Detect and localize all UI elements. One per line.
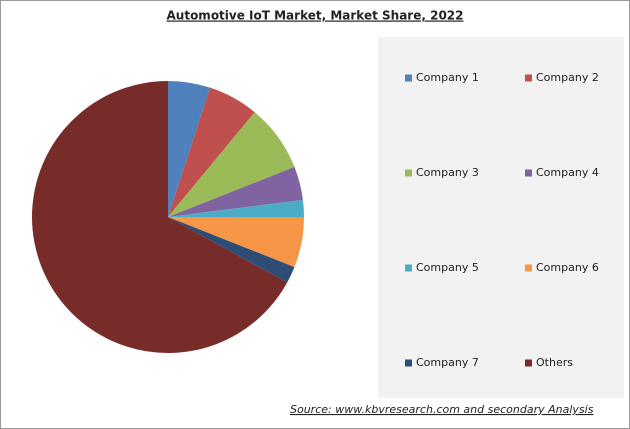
pie-slice bbox=[168, 166, 303, 217]
legend-swatch bbox=[525, 359, 532, 367]
legend-box bbox=[378, 37, 624, 398]
legend-swatch bbox=[405, 264, 412, 272]
legend-label: Company 6 bbox=[536, 261, 599, 274]
pie-slice bbox=[31, 81, 288, 354]
legend-label: Company 7 bbox=[416, 356, 479, 369]
legend-label: Company 4 bbox=[536, 166, 599, 179]
pie-slice bbox=[168, 217, 295, 283]
legend-label: Company 5 bbox=[416, 261, 479, 274]
legend-swatch bbox=[405, 74, 412, 82]
legend-label: Others bbox=[536, 356, 573, 369]
legend-swatch bbox=[405, 359, 412, 367]
pie-slice bbox=[168, 217, 304, 268]
legend-swatch bbox=[525, 169, 532, 177]
legend-label: Company 2 bbox=[536, 71, 599, 84]
pie-slice bbox=[168, 81, 211, 217]
source-note: Source: www.kbvresearch.com and secondar… bbox=[290, 403, 594, 416]
pie-slice bbox=[168, 112, 295, 217]
legend-swatch bbox=[405, 169, 412, 177]
legend-swatch bbox=[525, 74, 532, 82]
pie-slice bbox=[168, 199, 304, 217]
pie-slice bbox=[168, 87, 255, 217]
legend-label: Company 3 bbox=[416, 166, 479, 179]
chart-title: Automotive IoT Market, Market Share, 202… bbox=[167, 9, 464, 23]
legend-swatch bbox=[525, 264, 532, 272]
legend-label: Company 1 bbox=[416, 71, 479, 84]
